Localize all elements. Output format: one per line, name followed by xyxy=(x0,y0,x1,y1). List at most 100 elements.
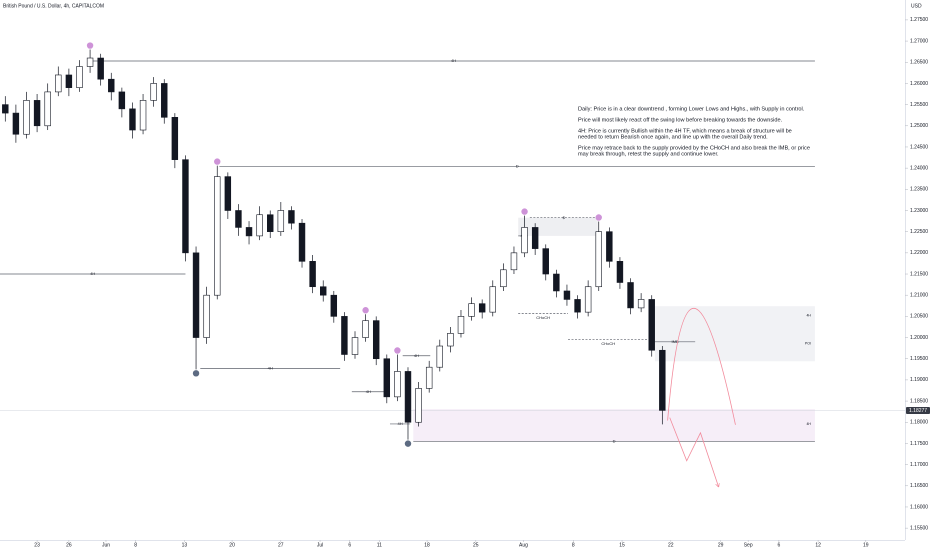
level-label: IMB xyxy=(671,339,678,344)
candle-body xyxy=(320,286,327,296)
zone-label: 4H xyxy=(806,313,811,317)
candle-body xyxy=(108,78,115,93)
y-tick-label: 1.23500 xyxy=(910,187,928,193)
pivot-dot xyxy=(394,347,401,354)
pivot-dot xyxy=(404,440,412,447)
candle-body xyxy=(330,294,338,317)
y-tick-label: 1.26500 xyxy=(910,60,928,66)
candle-body xyxy=(161,83,168,118)
candle-body xyxy=(214,176,221,296)
level-label: 4H xyxy=(268,366,273,371)
candle-body xyxy=(584,286,592,313)
chart-title: British Pound / U.S. Dollar, 4h, CAPITAL… xyxy=(3,3,104,9)
x-tick-label: 12 xyxy=(815,542,821,548)
candle-body xyxy=(76,66,83,88)
level-label: 4H xyxy=(366,389,371,394)
x-tick-label: 22 xyxy=(668,542,674,548)
y-tick-label: 1.16500 xyxy=(910,483,928,489)
candle-body xyxy=(341,316,348,355)
candle-body xyxy=(659,349,666,411)
projection-path xyxy=(667,308,736,425)
candle-body xyxy=(627,282,634,309)
candle-body xyxy=(277,210,285,232)
x-tick-label: 20 xyxy=(229,542,235,548)
note-text: may break through, retest the supply and… xyxy=(578,151,719,157)
candle-body xyxy=(362,320,369,338)
level-label: D xyxy=(516,164,519,169)
x-tick-label: 29 xyxy=(718,542,724,548)
level-label: D xyxy=(613,438,616,443)
candle-body xyxy=(394,371,401,398)
candle-body xyxy=(23,100,30,135)
level-label: 4H xyxy=(414,353,419,358)
y-tick-label: 1.24000 xyxy=(910,165,928,171)
y-tick-label: 1.21000 xyxy=(910,293,928,299)
candle-body xyxy=(478,303,486,313)
candle-body xyxy=(606,231,613,262)
candle-body xyxy=(235,210,242,228)
zone xyxy=(654,306,815,362)
y-tick-label: 1.18000 xyxy=(910,420,928,426)
y-tick-label: 1.20000 xyxy=(910,335,928,341)
x-tick-label: Aug xyxy=(519,542,528,548)
zone-label: POI xyxy=(805,341,811,345)
zone-label: 4H xyxy=(806,422,811,426)
candle-body xyxy=(468,303,475,317)
candle-body xyxy=(288,210,295,224)
candle-body xyxy=(55,74,62,93)
candle-body xyxy=(171,117,179,160)
note-text: needed to return Bearish once again, and… xyxy=(578,134,768,140)
x-tick-label: 11 xyxy=(377,542,382,548)
y-tick-label: 1.25500 xyxy=(910,102,928,108)
y-tick-label: 1.16000 xyxy=(910,504,928,510)
y-tick-label: 1.25000 xyxy=(910,123,928,129)
y-tick-label: 1.27000 xyxy=(910,38,928,44)
pivot-dot xyxy=(192,370,200,377)
candle-body xyxy=(425,366,433,389)
x-tick-label: 6 xyxy=(348,542,351,548)
x-tick-label: 15 xyxy=(619,542,625,548)
x-tick-label: 27 xyxy=(278,542,284,548)
candle-body xyxy=(150,83,157,101)
candle-body xyxy=(192,252,200,338)
x-tick-label: 26 xyxy=(66,542,72,548)
candle-body xyxy=(245,227,253,237)
candle-body xyxy=(33,100,41,127)
candle-body xyxy=(436,345,443,368)
candle-body xyxy=(500,269,507,288)
candle-body xyxy=(510,252,518,271)
candle-body xyxy=(553,273,560,292)
candle-body xyxy=(447,333,454,347)
note-text: 4H: Price is currently Bullish within th… xyxy=(578,128,792,134)
x-tick-label: 25 xyxy=(473,542,479,548)
candle-body xyxy=(489,286,496,313)
candle-body xyxy=(595,231,602,288)
candle-body xyxy=(44,91,51,127)
candle-body xyxy=(563,290,571,300)
candle-body xyxy=(521,227,528,254)
currency-label: USD xyxy=(911,3,922,9)
candle-body xyxy=(298,222,306,262)
candle-body xyxy=(97,57,104,80)
level-label: $ xyxy=(563,215,566,220)
candle-body xyxy=(12,112,20,135)
projection-path xyxy=(669,417,719,487)
current-price-box xyxy=(906,407,930,415)
current-price-label: 1.18277 xyxy=(909,408,927,414)
candle-body xyxy=(129,108,136,131)
level-label: 4H xyxy=(397,421,402,426)
candle-body xyxy=(203,294,210,338)
x-tick-label: 8 xyxy=(572,542,575,548)
y-tick-label: 1.26000 xyxy=(910,81,928,87)
note-text: Daily: Price is in a clear downtrend , f… xyxy=(578,106,805,112)
y-tick-label: 1.19000 xyxy=(910,377,928,383)
note-text: Price will most likely react off the swi… xyxy=(578,117,783,123)
pivot-dot xyxy=(362,307,369,314)
pivot-dot xyxy=(595,214,602,221)
level-label: CHoCH xyxy=(601,341,615,346)
y-tick-label: 1.24500 xyxy=(910,144,928,150)
level-label: 4H xyxy=(90,271,95,276)
y-tick-label: 1.15500 xyxy=(910,525,928,531)
x-tick-label: 19 xyxy=(863,542,869,548)
